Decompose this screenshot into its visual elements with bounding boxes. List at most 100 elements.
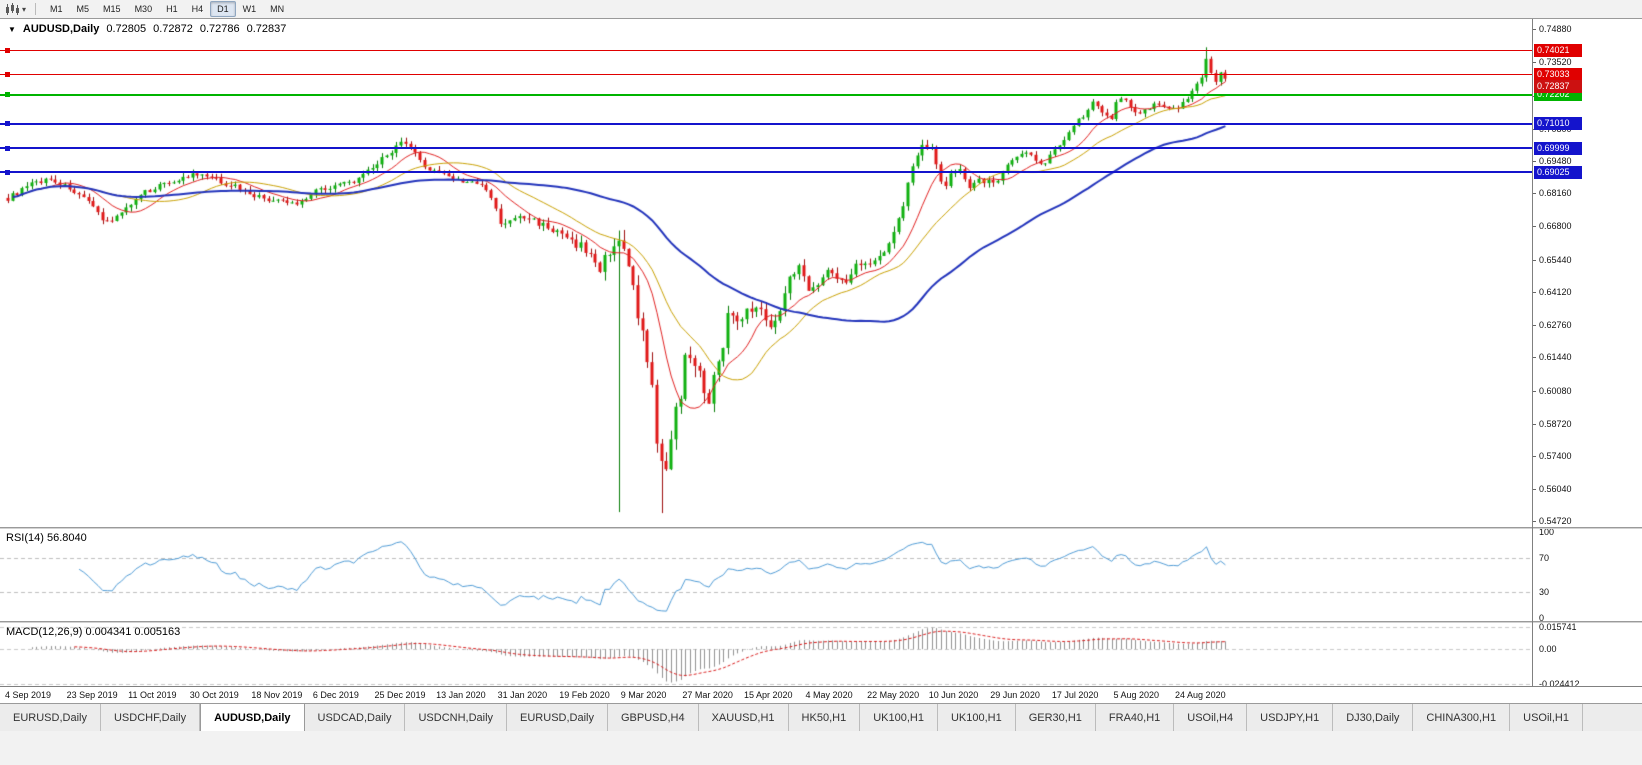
chart-tab-uk100-h1[interactable]: UK100,H1 — [860, 704, 938, 731]
price-tick-label: 0.61440 — [1539, 352, 1572, 363]
timeframe-button-w1[interactable]: W1 — [242, 4, 257, 14]
price-line-badge: 0.73033 — [1534, 67, 1582, 81]
price-tickmark — [1532, 129, 1536, 130]
chart-tab-eurusd-daily[interactable]: EURUSD,Daily — [0, 704, 101, 731]
price-tickmark — [1532, 424, 1536, 425]
chart-tab-audusd-daily[interactable]: AUDUSD,Daily — [200, 704, 305, 731]
date-axis-label: 10 Jun 2020 — [928, 690, 979, 700]
price-tickmark — [1532, 193, 1536, 194]
date-axis-label: 11 Oct 2019 — [128, 690, 177, 700]
chart-symbol-label: AUDUSD,Daily — [22, 23, 100, 35]
chart-tab-fra40-h1[interactable]: FRA40,H1 — [1095, 704, 1175, 731]
price-chart-canvas[interactable] — [0, 19, 1532, 527]
price-tickmark — [1532, 325, 1536, 326]
price-tickmark — [1532, 226, 1536, 227]
price-tick-label: 0.62760 — [1539, 320, 1572, 331]
line-handle[interactable] — [5, 71, 10, 77]
chart-tab-usdcad-daily[interactable]: USDCAD,Daily — [304, 704, 406, 731]
chart-tab-china300-h1[interactable]: CHINA300,H1 — [1413, 704, 1511, 731]
price-tick-label: 0.58720 — [1539, 418, 1572, 429]
chart-tab-xauusd-h1[interactable]: XAUUSD,H1 — [698, 704, 789, 731]
chart-tab-bar: EURUSD,Daily USDCHF,Daily AUDUSD,Daily USDC… — [0, 703, 1642, 731]
price-tickmark — [1532, 62, 1536, 63]
date-axis-label: 30 Oct 2019 — [189, 690, 239, 700]
timeframe-button-h1[interactable]: H1 — [166, 4, 178, 14]
date-axis-label: 23 Sep 2019 — [66, 690, 118, 700]
chart-tab-usdchf-daily[interactable]: USDCHF,Daily — [100, 704, 201, 731]
chart-tab-usdcnh-daily[interactable]: USDCNH,Daily — [405, 704, 508, 731]
price-tick-label: 0.65440 — [1539, 254, 1572, 265]
date-axis-label: 24 Aug 2020 — [1175, 690, 1226, 700]
collapse-chart-icon[interactable]: ▼ — [8, 24, 16, 34]
date-axis-label: 15 Apr 2020 — [743, 690, 793, 700]
horizontal-line-0.69025[interactable] — [0, 171, 1532, 174]
price-tick-label: 0.66800 — [1539, 221, 1572, 232]
price-tick-label: 0.56040 — [1539, 484, 1572, 495]
timeframe-button-d1[interactable]: D1 — [210, 1, 236, 17]
price-tickmark — [1532, 391, 1536, 392]
date-axis-label: 31 Jan 2020 — [497, 690, 548, 700]
timeframe-button-mn[interactable]: MN — [270, 4, 285, 14]
chart-tab-eurusd-daily[interactable]: EURUSD,Daily — [507, 704, 608, 731]
timeframe-button-m5[interactable]: M5 — [76, 4, 90, 14]
horizontal-line-0.73033[interactable] — [0, 73, 1532, 75]
rsi-panel-canvas[interactable] — [0, 529, 1532, 621]
scale-border — [1532, 19, 1533, 686]
macd-scale-label: 0.015741 — [1539, 621, 1577, 632]
timeframe-button-m1[interactable]: M1 — [50, 4, 63, 14]
chevron-down-icon[interactable]: ▾ — [22, 4, 27, 14]
line-handle[interactable] — [5, 145, 10, 151]
ohlc-header: ▼ AUDUSD,Daily 0.72805 0.72872 0.72786 0… — [8, 23, 286, 35]
timeframe-button-m15[interactable]: M15 — [103, 4, 121, 14]
open-value: 0.72805 — [106, 23, 147, 35]
price-line-badge: 0.69999 — [1534, 141, 1582, 155]
date-axis-label: 27 Mar 2020 — [682, 690, 733, 700]
panel-splitter[interactable] — [0, 527, 1642, 529]
date-axis-label: 17 Jul 2020 — [1051, 690, 1099, 700]
date-axis-label: 4 Sep 2019 — [5, 690, 52, 700]
chart-tab-usoil-h1[interactable]: USOil,H1 — [1510, 704, 1583, 731]
price-tick-label: 0.73520 — [1539, 57, 1572, 68]
horizontal-line-0.71010[interactable] — [0, 122, 1532, 125]
high-value: 0.72872 — [153, 23, 193, 35]
price-tick-label: 0.68160 — [1539, 188, 1572, 199]
timeframe-button-m30[interactable]: M30 — [134, 4, 153, 14]
price-tickmark — [1532, 260, 1536, 261]
chart-tab-usdjpy-h1[interactable]: USDJPY,H1 — [1247, 704, 1334, 731]
price-tickmark — [1532, 357, 1536, 358]
line-handle[interactable] — [5, 121, 10, 127]
rsi-indicator-label: RSI(14) 56.8040 — [6, 532, 87, 544]
chart-tab-ger30-h1[interactable]: GER30,H1 — [1015, 704, 1096, 731]
date-axis-label: 5 Aug 2020 — [1113, 690, 1159, 700]
current-price-badge: 0.72837 — [1534, 80, 1582, 94]
rsi-scale-label: 100 — [1539, 527, 1555, 537]
chart-tab-usoil-h4[interactable]: USOil,H4 — [1174, 704, 1248, 731]
line-handle[interactable] — [5, 92, 10, 98]
horizontal-line-0.69999[interactable] — [0, 147, 1532, 150]
date-axis-label: 29 Jun 2020 — [990, 690, 1040, 700]
timeframe-button-h4[interactable]: H4 — [191, 4, 204, 14]
macd-panel-canvas[interactable] — [0, 623, 1532, 686]
chart-tab-gbpusd-h4[interactable]: GBPUSD,H4 — [608, 704, 699, 731]
chart-tab-uk100-h1[interactable]: UK100,H1 — [937, 704, 1016, 731]
horizontal-line-0.74021[interactable] — [0, 49, 1532, 51]
panel-splitter[interactable] — [0, 621, 1642, 623]
horizontal-line-0.72202[interactable] — [0, 93, 1532, 96]
chart-tab-hk50-h1[interactable]: HK50,H1 — [788, 704, 861, 731]
chart-type-icon[interactable] — [5, 2, 20, 16]
date-axis-label: 6 Dec 2019 — [312, 690, 359, 700]
price-tick-label: 0.74880 — [1539, 24, 1572, 35]
chart-tab-dj30-daily[interactable]: DJ30,Daily — [1333, 704, 1414, 731]
line-handle[interactable] — [5, 47, 10, 53]
date-axis-label: 22 May 2020 — [867, 690, 920, 700]
date-axis-label: 18 Nov 2019 — [251, 690, 303, 700]
price-line-badge: 0.71010 — [1534, 117, 1582, 131]
line-handle[interactable] — [5, 169, 10, 175]
close-value: 0.72837 — [246, 23, 287, 35]
price-tickmark — [1532, 29, 1536, 30]
